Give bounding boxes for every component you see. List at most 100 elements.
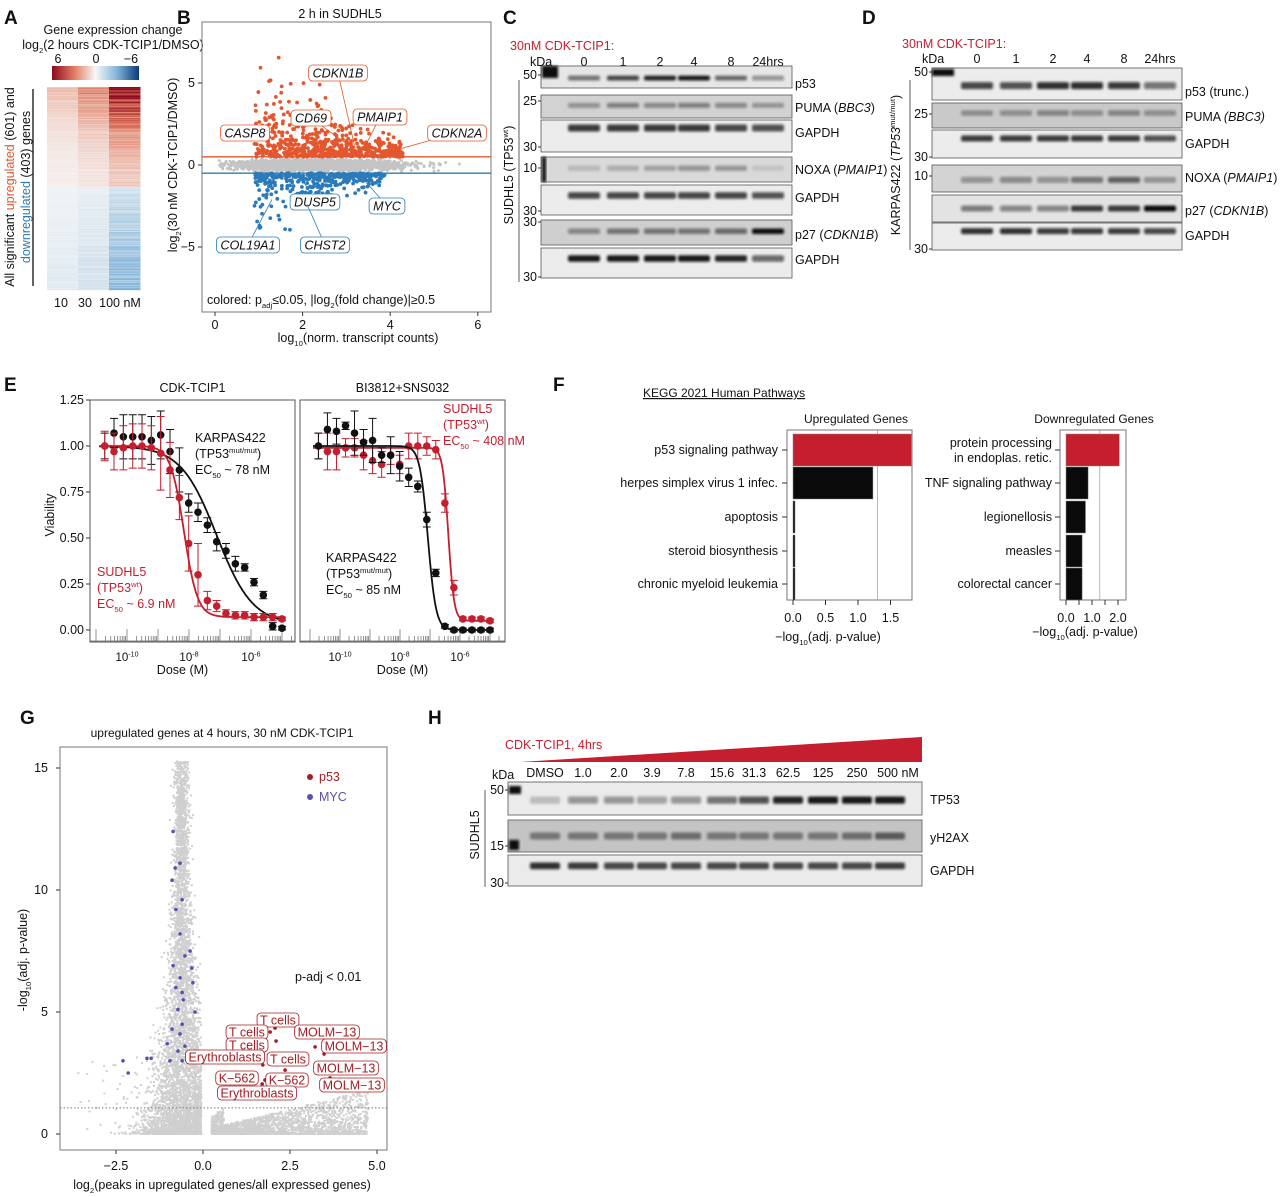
heatmap-cell bbox=[78, 118, 110, 120]
text-part: PUMA ( bbox=[795, 101, 839, 115]
heatmap-cell bbox=[109, 123, 141, 125]
data-point-down bbox=[288, 178, 292, 183]
blot-5: p27 (CDKN1B) bbox=[540, 219, 878, 246]
data-point bbox=[258, 165, 262, 169]
heatmap-cell bbox=[47, 218, 79, 220]
data-point-up bbox=[354, 132, 358, 137]
data-point-up bbox=[252, 142, 257, 146]
heatmap-cell bbox=[47, 260, 79, 262]
heatmap-cell bbox=[109, 208, 141, 210]
data-point bbox=[222, 547, 230, 555]
heatmap-cell bbox=[109, 165, 141, 167]
data-point-down bbox=[257, 188, 262, 193]
data-point bbox=[375, 162, 379, 166]
text-part: (TP53 bbox=[443, 418, 477, 432]
data-point-up bbox=[348, 152, 353, 157]
heatmap-cell bbox=[78, 213, 110, 215]
heatmap-cell bbox=[109, 216, 141, 218]
protein-band bbox=[678, 192, 710, 199]
heatmap-cell bbox=[109, 200, 141, 202]
heatmap-cell bbox=[78, 98, 110, 100]
data-point bbox=[368, 436, 377, 445]
heatmap-ylabel: All significant upregulated (601) anddow… bbox=[3, 87, 33, 286]
heatmap-cell bbox=[109, 139, 141, 141]
heatmap-cell bbox=[78, 288, 110, 290]
heatmap-cell bbox=[109, 255, 141, 257]
heatmap-cell bbox=[78, 130, 110, 132]
heatmap-cell bbox=[78, 237, 110, 239]
heatmap-cell bbox=[47, 236, 79, 238]
x-tick-label: 6 bbox=[474, 318, 481, 332]
heatmap-cell bbox=[109, 259, 141, 261]
heatmap-cell bbox=[109, 285, 141, 287]
heatmap-cell bbox=[109, 279, 141, 281]
data-point-down bbox=[269, 204, 274, 209]
heatmap-cell bbox=[78, 101, 110, 103]
heatmap-cell bbox=[47, 229, 79, 231]
category-label: chronic myeloid leukemia bbox=[638, 577, 778, 591]
heatmap-cell bbox=[78, 140, 110, 142]
heatmap-cell bbox=[47, 152, 79, 154]
heatmap-cell bbox=[78, 287, 110, 289]
data-point bbox=[338, 158, 342, 162]
heatmap-cell bbox=[78, 194, 110, 196]
series-name: KARPAS422 bbox=[195, 431, 266, 445]
data-point-down bbox=[255, 219, 260, 224]
data-point-down bbox=[288, 183, 292, 188]
heatmap-cell bbox=[109, 138, 141, 140]
data-point-up bbox=[295, 100, 299, 105]
data-point-down bbox=[283, 227, 287, 232]
heatmap-cell bbox=[47, 267, 79, 269]
data-point bbox=[259, 591, 268, 599]
heatmap-cell bbox=[47, 173, 79, 175]
x-tick-label: 4 bbox=[387, 318, 394, 332]
data-point-up bbox=[280, 130, 285, 135]
heatmap-cell bbox=[109, 280, 141, 282]
heatmap-cell bbox=[109, 112, 141, 114]
text-part: ≤0.05, |log bbox=[272, 293, 330, 307]
blot-3: NOXA (PMAIP1) bbox=[540, 156, 887, 183]
heatmap-cell bbox=[109, 229, 141, 231]
heatmap-cell bbox=[47, 162, 79, 164]
text-part: log bbox=[278, 331, 295, 345]
heatmap-cell bbox=[47, 110, 79, 112]
heatmap-cell bbox=[47, 239, 79, 241]
text-part: -6 bbox=[463, 650, 469, 658]
protein-band bbox=[1037, 176, 1069, 183]
heatmap-cell bbox=[47, 90, 79, 92]
blot-label: PUMA (BBC3) bbox=[1185, 110, 1265, 124]
heatmap-cell bbox=[47, 210, 79, 212]
data-point bbox=[432, 166, 436, 170]
plot-title: Downregulated Genes bbox=[1034, 412, 1153, 426]
heatmap-cell bbox=[78, 261, 110, 263]
blot-label: p53 bbox=[795, 77, 816, 91]
heatmap-cell bbox=[78, 196, 110, 198]
heatmap-cell bbox=[47, 104, 79, 106]
data-point-up bbox=[294, 152, 299, 157]
data-point bbox=[386, 161, 390, 165]
heatmap-cell bbox=[78, 232, 110, 234]
x-axis-label: Dose (M) bbox=[377, 663, 428, 677]
protein-band bbox=[678, 124, 710, 132]
heatmap-cell bbox=[78, 188, 110, 190]
data-point bbox=[331, 159, 335, 163]
data-point bbox=[450, 626, 458, 634]
x-tick-label: 2 bbox=[299, 318, 306, 332]
heatmap-cell bbox=[78, 189, 110, 191]
y-tick-label: 1.25 bbox=[60, 393, 84, 407]
heatmap-cell bbox=[78, 258, 110, 260]
heatmap-cell bbox=[47, 161, 79, 163]
heatmap-cell bbox=[78, 243, 110, 245]
data-point bbox=[250, 613, 258, 621]
protein-band bbox=[1144, 110, 1176, 116]
heatmap-cell bbox=[47, 197, 79, 199]
heatmap-cell bbox=[109, 270, 141, 272]
data-point bbox=[314, 442, 323, 450]
heatmap-cell bbox=[109, 205, 141, 207]
heatmap-cell bbox=[78, 134, 110, 136]
text-part: PMAIP1 bbox=[1227, 171, 1273, 185]
panel-letter: E bbox=[4, 375, 17, 396]
heatmap-cell bbox=[47, 100, 79, 102]
heatmap-cell bbox=[78, 162, 110, 164]
heatmap-cell bbox=[109, 137, 141, 139]
